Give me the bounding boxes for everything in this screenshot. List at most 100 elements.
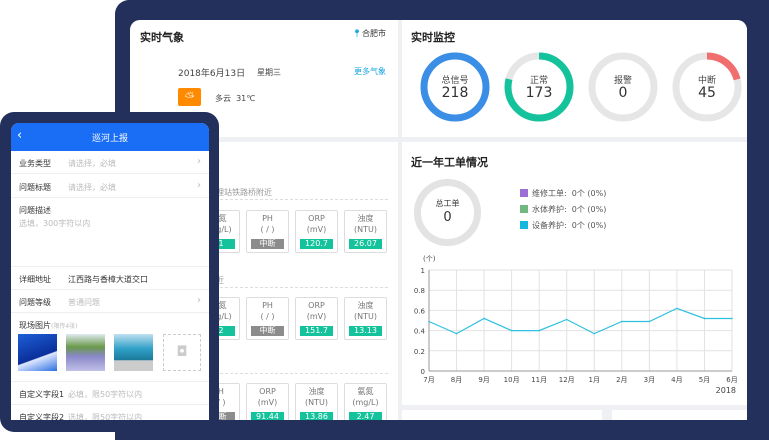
data-point (538, 329, 540, 332)
data-point (676, 307, 678, 310)
x-tick-label: 1月 (589, 376, 600, 384)
more-weather-link[interactable]: 更多气象 (354, 67, 386, 76)
y-tick-label: 0.4 (414, 328, 426, 336)
sensor-value: 151.7 (300, 326, 333, 336)
x-tick-label: 11月 (531, 376, 547, 384)
ring-label: 报警 (613, 76, 632, 86)
field-custom-2[interactable]: 自定义字段2 选填，限50字符以内 (11, 405, 209, 420)
x-tick-label: 3月 (644, 376, 655, 384)
monitor-ring-3[interactable]: 中断 45 (671, 51, 743, 123)
field-photos: 现场图片 (限传4张) ◘ (11, 313, 209, 382)
y-axis-label: (个) (423, 255, 436, 263)
sensor-value: 13.13 (349, 326, 382, 336)
data-point (593, 332, 596, 335)
bottom-card-2 (612, 410, 747, 420)
x-tick-label: 4月 (671, 376, 682, 384)
field-issue-title[interactable]: 问题标题 请选择，必填 › (11, 175, 209, 198)
sensor-value: 中断 (251, 239, 284, 249)
legend-swatch (520, 221, 528, 229)
workorder-title: 近一年工单情况 (411, 156, 488, 169)
monitor-ring-1[interactable]: 正常 173 (503, 51, 575, 123)
x-tick-label: 9月 (478, 376, 489, 384)
x-tick-label: 5月 (699, 376, 710, 384)
y-tick-label: 0 (421, 368, 425, 376)
chevron-right-icon: › (197, 295, 201, 306)
sensor-card[interactable]: ORP (mV) 120.7 (295, 210, 338, 253)
location-pin-icon: 📍︎ (351, 29, 362, 38)
weather-title: 实时气象 (140, 31, 184, 44)
monitor-ring-0[interactable]: 总信号 218 (419, 51, 491, 123)
x-tick-label: 10月 (504, 376, 520, 384)
city-name: 合肥市 (362, 29, 386, 38)
legend-swatch (520, 189, 528, 197)
sensor-value: 13.86 (300, 412, 333, 420)
weather-weekday: 星期三 (257, 68, 281, 77)
x-tick-label: 2月 (616, 376, 627, 384)
photo-thumb[interactable] (66, 334, 105, 371)
data-point (565, 318, 568, 321)
phone-header: ‹ 巡河上报 (11, 123, 209, 151)
photo-thumb[interactable] (114, 334, 153, 371)
year-label: 2018 (716, 386, 736, 395)
legend-item: 设备养护: 0个 (0%) (520, 220, 606, 231)
series-line (428, 307, 732, 335)
monitor-title: 实时监控 (411, 31, 455, 44)
sensor-value: 26.07 (349, 239, 382, 249)
sensor-card[interactable]: ORP (mV) 151.7 (295, 297, 338, 340)
city-selector[interactable]: 📍︎合肥市 (352, 28, 386, 39)
data-point (731, 317, 733, 320)
y-tick-label: 0.2 (414, 348, 425, 356)
sensor-value: 中断 (251, 326, 284, 336)
sensor-card[interactable]: ORP (mV) 91.44 (246, 383, 289, 420)
partly-cloudy-icon: ⛅︎ (178, 88, 201, 106)
data-point (428, 320, 430, 323)
sensor-card[interactable]: 氨氮 (mg/L) 2.47 (344, 383, 387, 420)
sensor-card[interactable]: PH( / )中断 (246, 210, 289, 253)
bottom-card-1 (402, 410, 602, 420)
sensor-value: 2.47 (349, 412, 382, 420)
sensor-card[interactable]: 浊度 (NTU) 13.13 (344, 297, 387, 340)
chevron-right-icon: › (197, 180, 201, 191)
chevron-right-icon: › (197, 156, 201, 167)
data-point (703, 317, 706, 320)
photo-thumb[interactable] (18, 334, 57, 371)
x-tick-label: 6月 (726, 376, 737, 384)
ring-label: 中断 (697, 76, 716, 86)
field-address[interactable]: 详细地址 江西路与香樟大道交口 (11, 267, 209, 290)
field-business-type[interactable]: 业务类型 请选择，必填 › (11, 151, 209, 174)
phone-title: 巡河上报 (91, 134, 128, 144)
weather-date: 2018年6月13日 (178, 69, 246, 79)
ring-value: 0 (618, 85, 628, 101)
sensor-card[interactable]: PH( / )中断 (246, 297, 289, 340)
ring-label: 正常 (529, 76, 548, 86)
ring-label: 总信号 (441, 76, 469, 86)
legend-swatch (520, 205, 528, 213)
x-tick-label: 7月 (423, 376, 434, 384)
field-custom-1[interactable]: 自定义字段1 必填，限50字符以内 (11, 382, 209, 405)
sensor-card[interactable]: 浊度 (NTU) 13.86 (295, 383, 338, 420)
legend-item: 水体养护: 0个 (0%) (520, 204, 606, 215)
sensor-value: 120.7 (300, 239, 333, 249)
data-point (510, 329, 513, 332)
sensor-value: 91.44 (251, 412, 284, 420)
monitor-ring-2[interactable]: 报警 0 (587, 51, 659, 123)
dashboard-screen: 实时气象 📍︎合肥市 2018年6月13日 星期三 更多气象 ⛅︎ 多云 31℃… (130, 20, 747, 420)
x-tick-label: 8月 (451, 376, 462, 384)
ring-value: 45 (698, 85, 716, 101)
ring-value: 218 (441, 85, 469, 101)
monitor-card: 实时监控 总信号 218 正常 173 报警 0 中断 45 (402, 20, 747, 137)
back-icon[interactable]: ‹ (17, 128, 23, 143)
y-tick-label: 0.6 (414, 307, 426, 315)
station-name: 河处理站铁路桥附近 (200, 188, 272, 197)
total-label: 总工单 (435, 199, 460, 208)
data-point (621, 320, 623, 323)
add-photo-camera-icon[interactable]: ◘ (163, 334, 201, 371)
workorder-line-chart: 0 0.2 0.4 0.6 0.8 1 7月 8月 9月 10月 11月 12月 1月 2月 3月 4月 5月 6… (414, 255, 738, 395)
field-description[interactable]: 问题描述 选填，300字符以内 (11, 198, 209, 267)
field-level[interactable]: 问题等级 普通问题 › (11, 290, 209, 313)
total-ring: 总工单 0 (414, 179, 481, 246)
sensor-card[interactable]: 浊度 (NTU) 26.07 (344, 210, 387, 253)
data-point (648, 320, 651, 323)
workorder-card: 近一年工单情况 总工单 0 维修工单: 0个 (0%) 水体养护: 0个 (0%)… (402, 142, 747, 405)
y-tick-label: 0.8 (414, 287, 425, 295)
